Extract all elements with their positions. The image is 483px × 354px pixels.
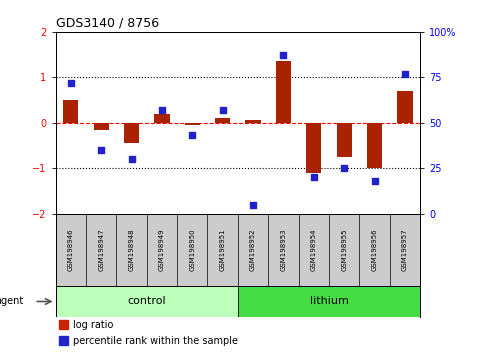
Text: GSM198955: GSM198955: [341, 229, 347, 271]
Point: [341, 165, 348, 171]
Bar: [59, 336, 68, 345]
Text: GSM198947: GSM198947: [98, 229, 104, 271]
Point: [249, 202, 257, 207]
Bar: [56, 286, 238, 316]
Point: [371, 178, 379, 184]
Bar: [367, 123, 382, 168]
Text: GSM198949: GSM198949: [159, 229, 165, 271]
Text: GSM198951: GSM198951: [220, 229, 226, 271]
Bar: [124, 123, 139, 143]
Bar: [238, 286, 420, 316]
Point: [219, 107, 227, 113]
Bar: [59, 320, 68, 329]
Bar: [94, 123, 109, 130]
Bar: [398, 91, 412, 123]
Text: GSM198946: GSM198946: [68, 229, 74, 271]
Point: [158, 107, 166, 113]
Bar: [63, 100, 78, 123]
Text: log ratio: log ratio: [73, 320, 114, 330]
Bar: [215, 118, 230, 123]
Text: lithium: lithium: [310, 297, 348, 307]
Bar: [245, 120, 261, 123]
Text: GDS3140 / 8756: GDS3140 / 8756: [56, 16, 159, 29]
Text: agent: agent: [0, 297, 24, 307]
Point: [128, 156, 135, 162]
Text: GSM198953: GSM198953: [281, 229, 286, 271]
Text: GSM198952: GSM198952: [250, 229, 256, 271]
Text: GSM198950: GSM198950: [189, 229, 195, 271]
Point: [401, 71, 409, 76]
Text: GSM198957: GSM198957: [402, 229, 408, 271]
Bar: [185, 123, 200, 125]
Point: [310, 175, 318, 180]
Text: GSM198948: GSM198948: [128, 229, 135, 271]
Point: [67, 80, 74, 86]
Text: control: control: [128, 297, 166, 307]
Point: [97, 147, 105, 153]
Point: [188, 133, 196, 138]
Text: GSM198954: GSM198954: [311, 229, 317, 271]
Text: GSM198956: GSM198956: [371, 229, 378, 271]
Bar: [306, 123, 322, 173]
Bar: [337, 123, 352, 157]
Bar: [276, 61, 291, 123]
Text: percentile rank within the sample: percentile rank within the sample: [73, 336, 238, 346]
Point: [280, 53, 287, 58]
Bar: [154, 114, 170, 123]
